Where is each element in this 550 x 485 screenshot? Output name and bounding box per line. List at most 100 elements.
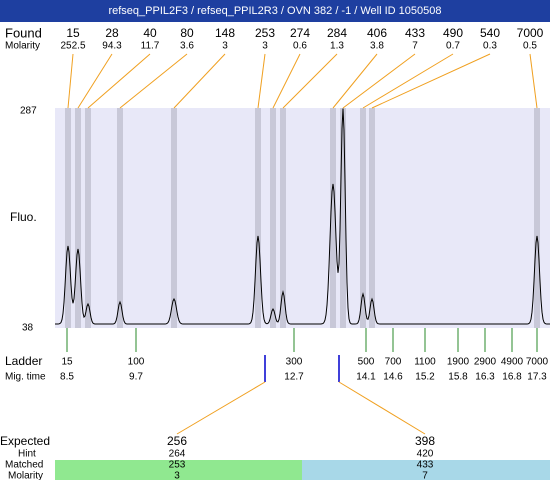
expected-link — [176, 381, 266, 435]
found-size: 274 — [290, 26, 310, 40]
ladder-size: 500 — [358, 357, 375, 368]
found-molarity: 0.5 — [523, 41, 537, 52]
peak-band — [270, 108, 276, 328]
found-molarity: 0.3 — [483, 41, 497, 52]
hint-value: 420 — [417, 449, 434, 460]
expected-molarity: 7 — [422, 471, 428, 480]
found-size: 28 — [105, 26, 119, 40]
found-molarity: 11.7 — [141, 41, 160, 52]
title: refseq_PPIL2F3 / refseq_PPIL2R3 / OVN 38… — [108, 5, 441, 17]
peak-band — [369, 108, 375, 328]
found-molarity: 3 — [262, 41, 268, 52]
peak-link — [529, 53, 538, 109]
ladder-time: 14.1 — [356, 372, 376, 383]
expected-value: 398 — [415, 434, 435, 448]
peak-band — [255, 108, 261, 328]
y-axis-label: Fluo. — [10, 210, 37, 224]
title-bar — [0, 0, 550, 22]
ladder-size: 300 — [286, 357, 303, 368]
ladder-time: 17.3 — [527, 372, 547, 383]
peak-band — [65, 108, 71, 328]
peak-band — [340, 108, 346, 328]
hint-value: 264 — [169, 449, 186, 460]
peak-band — [85, 108, 91, 328]
y-min-label: 38 — [22, 323, 34, 334]
exp-molarity-label: Molarity — [8, 471, 43, 480]
ladder-size: 2900 — [474, 357, 497, 368]
peak-band — [280, 108, 286, 328]
found-size: 148 — [215, 26, 235, 40]
peak-link — [342, 53, 416, 109]
found-molarity: 94.3 — [102, 41, 122, 52]
peak-band — [534, 108, 540, 328]
found-molarity: 3.6 — [180, 41, 194, 52]
peak-band — [360, 108, 366, 328]
matched-bar — [55, 460, 302, 480]
found-size: 40 — [143, 26, 157, 40]
peak-link — [272, 53, 301, 109]
peak-band — [330, 108, 336, 328]
y-max-label: 287 — [20, 106, 37, 117]
ladder-time: 15.2 — [415, 372, 435, 383]
found-size: 540 — [480, 26, 500, 40]
peak-link — [282, 53, 338, 109]
found-molarity: 3 — [222, 41, 228, 52]
peak-link — [371, 53, 491, 109]
ladder-time: 12.7 — [284, 372, 304, 383]
found-molarity: 3.8 — [370, 41, 384, 52]
expected-label: Expected — [0, 434, 50, 448]
found-label: Found — [5, 25, 42, 40]
ladder-time: 9.7 — [129, 372, 143, 383]
ladder-size: 1100 — [414, 357, 436, 368]
peak-link — [67, 53, 74, 109]
ladder-label: Ladder — [5, 354, 42, 368]
found-size: 490 — [443, 26, 463, 40]
ladder-time: 16.3 — [475, 372, 495, 383]
matched-value: 433 — [417, 460, 434, 471]
found-molarity: 0.6 — [293, 41, 307, 52]
ladder-size: 7000 — [526, 357, 549, 368]
found-molarity: 7 — [412, 41, 418, 52]
found-molarity: 252.5 — [60, 41, 85, 52]
peak-link — [77, 53, 113, 109]
expected-link — [338, 381, 426, 435]
peak-link — [173, 53, 226, 109]
matched-value: 253 — [169, 460, 186, 471]
mig-time-label: Mig. time — [5, 372, 46, 383]
found-size: 433 — [405, 26, 425, 40]
found-size: 406 — [367, 26, 387, 40]
trace — [55, 108, 550, 325]
ladder-size: 1900 — [447, 357, 470, 368]
plot-area — [55, 108, 550, 328]
peak-link — [362, 53, 454, 109]
hint-label: Hint — [18, 449, 36, 460]
found-size: 284 — [327, 26, 347, 40]
found-molarity: 1.3 — [330, 41, 344, 52]
found-molarity: 0.7 — [446, 41, 460, 52]
molarity-label: Molarity — [5, 41, 40, 52]
peak-link — [119, 53, 188, 109]
ladder-time: 8.5 — [60, 372, 74, 383]
peak-link — [87, 53, 151, 109]
peak-link — [332, 53, 378, 109]
found-size: 80 — [180, 26, 194, 40]
ladder-size: 15 — [61, 357, 73, 368]
peak-band — [75, 108, 81, 328]
ladder-size: 4900 — [501, 357, 524, 368]
ladder-time: 14.6 — [383, 372, 403, 383]
peak-band — [171, 108, 177, 328]
ladder-time: 15.8 — [448, 372, 468, 383]
expected-molarity: 3 — [174, 471, 180, 480]
matched-bar — [302, 460, 550, 480]
found-size: 7000 — [517, 26, 544, 40]
found-size: 15 — [66, 26, 80, 40]
peak-band — [117, 108, 123, 328]
peak-link — [257, 53, 266, 109]
matched-label: Matched — [5, 460, 43, 471]
ladder-time: 16.8 — [502, 372, 522, 383]
expected-value: 256 — [167, 434, 187, 448]
found-size: 253 — [255, 26, 275, 40]
ladder-size: 700 — [385, 357, 402, 368]
ladder-size: 100 — [128, 357, 145, 368]
